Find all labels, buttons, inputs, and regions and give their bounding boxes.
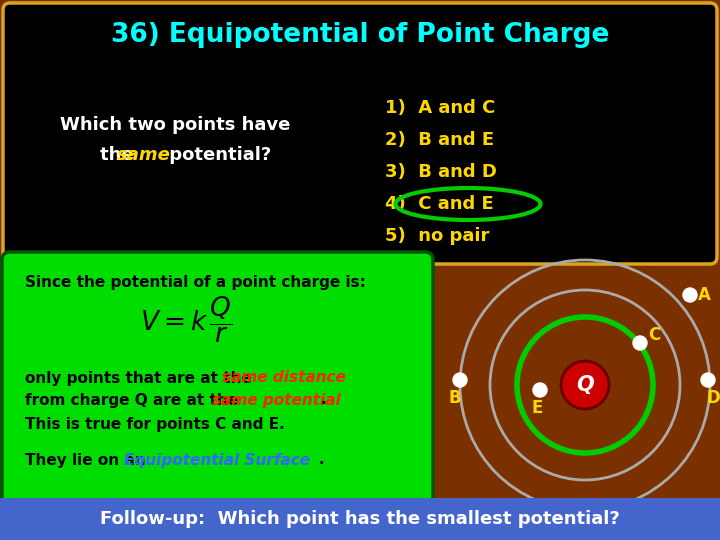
Text: Follow-up:  Which point has the smallest potential?: Follow-up: Which point has the smallest … (100, 510, 620, 528)
Text: .: . (321, 393, 327, 408)
Text: E: E (531, 399, 543, 417)
Text: This is true for points C and E.: This is true for points C and E. (25, 417, 284, 433)
Text: potential?: potential? (163, 146, 271, 164)
Circle shape (561, 361, 609, 409)
Text: D: D (706, 389, 720, 407)
Text: 2)  B and E: 2) B and E (385, 131, 494, 149)
Text: same potential: same potential (212, 393, 341, 408)
Text: from charge Q are at the: from charge Q are at the (25, 393, 243, 408)
Text: $\mathit{V} = k\,\dfrac{Q}{r}$: $\mathit{V} = k\,\dfrac{Q}{r}$ (140, 295, 233, 345)
Text: They lie on an: They lie on an (25, 453, 151, 468)
Text: Since the potential of a point charge is:: Since the potential of a point charge is… (25, 274, 366, 289)
Text: 3)  B and D: 3) B and D (385, 163, 497, 181)
Text: B: B (449, 389, 462, 407)
Text: same distance: same distance (222, 370, 346, 386)
Text: 5)  no pair: 5) no pair (385, 227, 490, 245)
Circle shape (633, 336, 647, 350)
Text: only points that are at the: only points that are at the (25, 370, 257, 386)
Circle shape (701, 373, 715, 387)
Text: A: A (698, 286, 711, 304)
Circle shape (533, 383, 547, 397)
Text: the: the (100, 146, 140, 164)
Circle shape (683, 288, 697, 302)
Text: 36) Equipotential of Point Charge: 36) Equipotential of Point Charge (111, 22, 609, 48)
Circle shape (453, 373, 467, 387)
Text: C: C (648, 326, 660, 344)
Text: .: . (318, 453, 323, 468)
FancyBboxPatch shape (3, 3, 717, 264)
FancyBboxPatch shape (0, 498, 720, 540)
Text: Which two points have: Which two points have (60, 116, 290, 134)
Text: Q: Q (576, 375, 594, 395)
Text: same: same (117, 146, 171, 164)
Text: 4)  C and E: 4) C and E (385, 195, 494, 213)
Text: Equipotential Surface: Equipotential Surface (124, 453, 310, 468)
Text: 1)  A and C: 1) A and C (385, 99, 495, 117)
FancyBboxPatch shape (2, 252, 433, 506)
